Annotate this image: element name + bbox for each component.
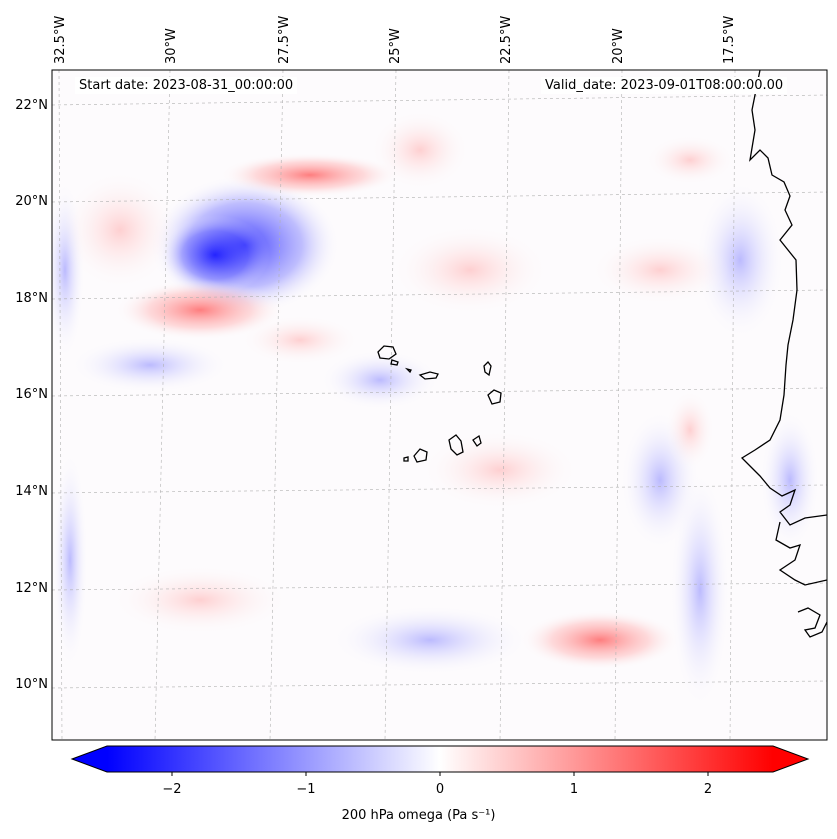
omega-field xyxy=(52,110,820,710)
lat-label-10n: 10°N xyxy=(15,677,48,692)
colorbar-tick-2: 2 xyxy=(703,782,713,797)
map-frame xyxy=(51,69,828,741)
african-coastline xyxy=(740,70,827,638)
cabo-verde-islands xyxy=(377,345,502,463)
lat-label-22n: 22°N xyxy=(15,98,48,113)
colorbar-tick-0: 0 xyxy=(435,782,445,797)
colorbar-label: 200 hPa omega (Pa s⁻¹) xyxy=(341,808,496,823)
start-date-label: Start date: 2023-08-31_00:00:00 xyxy=(75,77,298,94)
colorbar-tick-minus2: −2 xyxy=(162,782,182,797)
gridlines xyxy=(52,70,827,740)
colorbar-extend-max xyxy=(773,746,808,772)
colorbar-bar xyxy=(107,746,773,772)
colorbar xyxy=(70,745,810,776)
colorbar-outline xyxy=(70,745,810,773)
map-panel xyxy=(52,70,827,740)
colorbar-extend-min xyxy=(72,746,107,772)
lon-label-17-5w: 17.5°W xyxy=(722,15,737,64)
lat-label-12n: 12°N xyxy=(15,581,48,596)
lon-label-27-5w: 27.5°W xyxy=(277,15,292,64)
lat-label-14n: 14°N xyxy=(15,484,48,499)
lon-label-30w: 30°W xyxy=(164,28,179,64)
lat-label-20n: 20°N xyxy=(15,194,48,209)
lat-label-18n: 18°N xyxy=(15,291,48,306)
lon-label-22-5w: 22.5°W xyxy=(499,15,514,64)
lon-label-20w: 20°W xyxy=(611,28,626,64)
colorbar-tick-1: 1 xyxy=(569,782,579,797)
valid-date-label: Valid_date: 2023-09-01T08:00:00.00 xyxy=(541,77,788,94)
colorbar-tick-minus1: −1 xyxy=(296,782,316,797)
lon-label-25w: 25°W xyxy=(388,28,403,64)
lat-label-16n: 16°N xyxy=(15,387,48,402)
lon-label-32-5w: 32.5°W xyxy=(53,15,68,64)
